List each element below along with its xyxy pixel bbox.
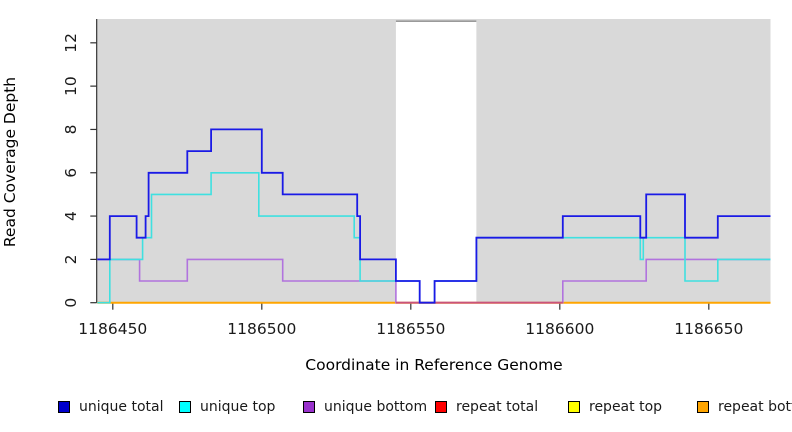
- legend-item-unique-top: unique top: [179, 397, 275, 417]
- legend-swatch-unique-bottom: [303, 401, 315, 413]
- legend-item-repeat-top: repeat top: [568, 397, 662, 417]
- legend-item-unique-total: unique total: [58, 397, 163, 417]
- x-tick-label: 1186550: [376, 320, 445, 338]
- legend-label: unique top: [200, 399, 276, 415]
- legend-label: repeat total: [456, 399, 539, 415]
- legend-item-repeat-bottom: repeat bottom: [697, 397, 792, 417]
- x-tick-label: 1186500: [227, 320, 296, 338]
- y-tick-label: 12: [62, 33, 80, 53]
- legend-label: unique total: [79, 399, 164, 415]
- series-unique-bottom: [97, 258, 771, 304]
- x-tick-label: 1186450: [78, 320, 147, 338]
- legend-swatch-repeat-top: [568, 401, 580, 413]
- legend-swatch-repeat-bottom: [697, 401, 709, 413]
- x-axis-title: Coordinate in Reference Genome: [305, 356, 563, 374]
- legend-label: repeat top: [589, 399, 663, 415]
- legend-swatch-unique-total: [58, 401, 70, 413]
- legend: unique total unique top unique bottom repea…: [0, 397, 792, 421]
- y-tick-label: 4: [62, 211, 80, 221]
- y-tick-label: 2: [62, 254, 80, 264]
- y-tick-label: 6: [62, 168, 80, 178]
- legend-item-unique-bottom: unique bottom: [303, 397, 427, 417]
- x-tick-label: 1186600: [525, 320, 594, 338]
- y-tick-label: 0: [62, 298, 80, 308]
- legend-item-repeat-total: repeat total: [435, 397, 538, 417]
- y-tick-label: 10: [62, 76, 80, 96]
- legend-swatch-repeat-total: [435, 401, 447, 413]
- series-unique-total: [97, 128, 771, 304]
- x-tick-label: 1186650: [674, 320, 743, 338]
- y-axis-title: Read Coverage Depth: [1, 76, 19, 248]
- y-tick-label: 8: [62, 125, 80, 135]
- legend-label: repeat bottom: [718, 399, 792, 415]
- legend-swatch-unique-top: [179, 401, 191, 413]
- legend-label: unique bottom: [324, 399, 428, 415]
- series-unique-top: [97, 172, 771, 304]
- no-data-region: [395, 20, 477, 303]
